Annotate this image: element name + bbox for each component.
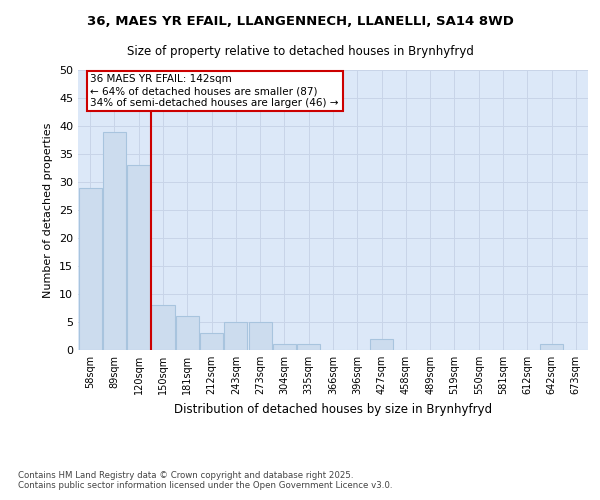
Text: Size of property relative to detached houses in Brynhyfryd: Size of property relative to detached ho… (127, 45, 473, 58)
X-axis label: Distribution of detached houses by size in Brynhyfryd: Distribution of detached houses by size … (174, 402, 492, 415)
Bar (540, 344, 563, 350)
Bar (370, 339, 393, 350)
Bar (79, 188, 101, 350)
Bar (103, 132, 126, 350)
Y-axis label: Number of detached properties: Number of detached properties (43, 122, 53, 298)
Text: 36 MAES YR EFAIL: 142sqm
← 64% of detached houses are smaller (87)
34% of semi-d: 36 MAES YR EFAIL: 142sqm ← 64% of detach… (91, 74, 339, 108)
Bar (297, 344, 320, 350)
Bar (151, 305, 175, 350)
Bar (273, 344, 296, 350)
Text: 36, MAES YR EFAIL, LLANGENNECH, LLANELLI, SA14 8WD: 36, MAES YR EFAIL, LLANGENNECH, LLANELLI… (86, 15, 514, 28)
Bar (248, 322, 272, 350)
Bar (200, 333, 223, 350)
Text: Contains HM Land Registry data © Crown copyright and database right 2025.
Contai: Contains HM Land Registry data © Crown c… (18, 470, 392, 490)
Bar (176, 316, 199, 350)
Bar (127, 165, 150, 350)
Bar (224, 322, 247, 350)
